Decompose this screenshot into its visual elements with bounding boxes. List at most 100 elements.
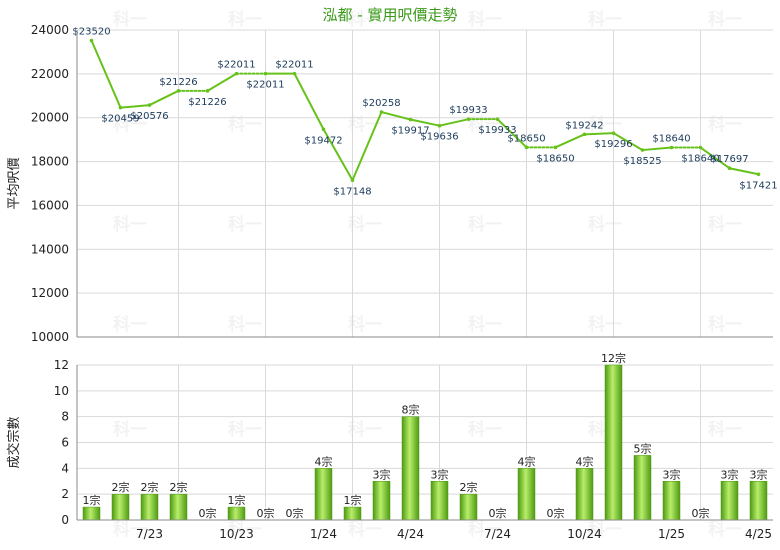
price-point	[350, 178, 355, 183]
price-tick-label: 10000	[31, 330, 69, 344]
x-tick-label: 1/25	[658, 527, 685, 541]
volume-bar	[82, 506, 101, 521]
price-point	[205, 89, 210, 93]
volume-bar-label: 3宗	[663, 467, 681, 481]
volume-bar-label: 0宗	[286, 506, 304, 520]
price-line-segment	[148, 89, 180, 107]
volume-tick-label: 0	[61, 513, 69, 527]
volume-bar-label: 0宗	[199, 506, 217, 520]
price-line-segment	[554, 133, 586, 149]
price-point-label: $18640	[652, 134, 690, 145]
price-point-label: $22011	[246, 80, 284, 91]
watermark-text: 科一	[348, 214, 382, 235]
price-tick-label: 18000	[31, 155, 69, 169]
price-line-segment	[496, 118, 528, 149]
price-axis-label: 平均呎價	[7, 157, 22, 209]
price-point-label: $22011	[275, 60, 313, 71]
volume-bar-label: 3宗	[431, 467, 449, 481]
price-tick-label: 16000	[31, 198, 69, 212]
price-point	[582, 132, 587, 137]
watermark-text: 科一	[468, 9, 502, 30]
x-tick-label: 10/24	[567, 527, 602, 541]
price-point-label: $18650	[507, 133, 545, 144]
watermark-text: 科一	[708, 214, 742, 235]
volume-bar	[749, 481, 768, 521]
volume-bar-label: 2宗	[170, 480, 188, 494]
volume-bar-label: 5宗	[634, 441, 652, 455]
price-point	[234, 71, 239, 76]
price-tick-label: 12000	[31, 286, 69, 300]
price-point	[611, 131, 616, 135]
volume-bar	[343, 506, 362, 521]
volume-bar-label: 4宗	[576, 454, 594, 468]
price-point-label: $20576	[130, 111, 168, 122]
price-point-label: $17148	[333, 186, 371, 197]
watermark-text: 科一	[228, 214, 262, 235]
watermark-text: 科一	[228, 114, 262, 135]
volume-bar-label: 2宗	[141, 480, 159, 494]
volume-bar-label: 2宗	[112, 480, 130, 494]
price-point-label: $19242	[565, 120, 603, 131]
watermark-text: 科一	[708, 314, 742, 335]
volume-bars: 1宗 2宗 2宗 2宗 0宗 1宗 0宗 0宗 4宗 1宗 3宗 8宗 3宗 2宗 0宗 4宗 0宗 4宗 12宗 5…	[82, 351, 768, 521]
price-point-label: $17421	[739, 180, 777, 191]
watermark-text: 科一	[113, 519, 147, 540]
price-point	[263, 71, 268, 76]
price-line-segment	[351, 111, 383, 182]
price-line-segment	[438, 118, 470, 127]
price-line-segment	[293, 72, 325, 131]
volume-bar	[517, 468, 536, 521]
price-tick-label: 22000	[31, 67, 69, 81]
price-line-segment	[699, 146, 731, 170]
volume-bar	[140, 493, 159, 521]
watermark-text: 科一	[708, 114, 742, 135]
price-point-label: $19933	[449, 105, 487, 116]
x-tick-label: 1/24	[310, 527, 337, 541]
watermark-text: 科一	[708, 419, 742, 440]
volume-bar	[372, 481, 391, 521]
volume-bar	[314, 468, 333, 521]
price-point-label: $19472	[304, 135, 342, 146]
volume-bar-label: 0宗	[489, 506, 507, 520]
price-tick-label: 14000	[31, 242, 69, 256]
price-point	[553, 145, 558, 150]
price-point	[640, 148, 645, 152]
volume-bar	[720, 481, 739, 521]
price-point-label: $21226	[159, 77, 197, 88]
volume-tick-label: 8	[61, 410, 69, 424]
price-point	[437, 123, 442, 128]
price-point-label: $18650	[536, 153, 574, 164]
volume-axis-label: 成交宗數	[6, 416, 22, 468]
volume-bar	[459, 493, 478, 521]
price-point	[292, 71, 297, 76]
watermark-text: 科一	[228, 519, 262, 540]
volume-bar	[169, 493, 188, 521]
price-line-segment	[612, 132, 644, 152]
volume-bar	[111, 493, 130, 521]
price-point-label: $18525	[623, 156, 661, 167]
volume-bar-label: 1宗	[228, 493, 246, 507]
watermark-text: 科一	[228, 9, 262, 30]
watermark-text: 科一	[588, 9, 622, 30]
price-point	[408, 117, 413, 122]
watermark-text: 科一	[468, 214, 502, 235]
price-line-segment	[322, 128, 354, 182]
volume-bar-label: 12宗	[601, 351, 626, 365]
price-point-label: $21226	[188, 97, 226, 108]
price-line-segment	[380, 111, 412, 121]
watermark-text: 科一	[113, 419, 147, 440]
price-line-segment	[583, 132, 615, 136]
volume-tick-label: 6	[61, 436, 69, 450]
volume-bar	[575, 468, 594, 521]
watermark-text: 科一	[348, 9, 382, 30]
watermark-text: 科一	[588, 314, 622, 335]
price-point-label: $20258	[362, 98, 400, 109]
watermark-text: 科一	[588, 519, 622, 540]
price-point	[118, 105, 123, 110]
volume-tick-label: 4	[61, 461, 69, 475]
volume-bar-label: 3宗	[721, 467, 739, 481]
volume-bar-label: 3宗	[750, 467, 768, 481]
price-grid: 10000 12000 14000 16000 18000 20000 22000 24000	[31, 23, 773, 344]
chart-title: 泓都 - 實用呎價走勢	[323, 6, 458, 24]
